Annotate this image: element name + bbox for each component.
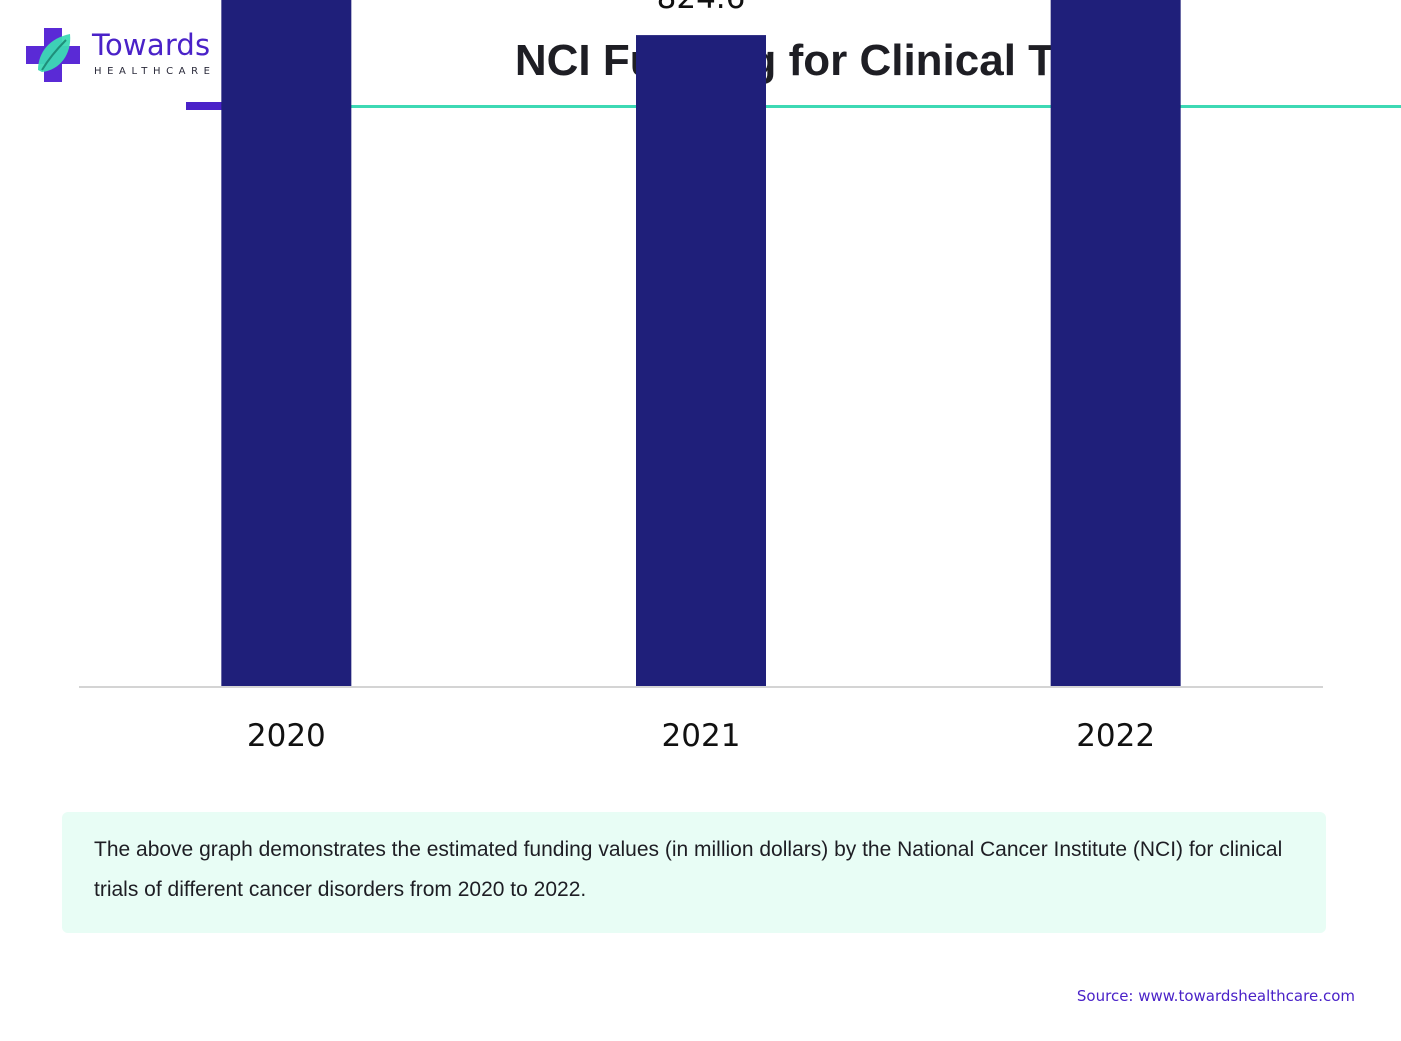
x-tick-label-2022: 2022 [1076,718,1155,754]
source-credit: Source: www.towardshealthcare.com [1076,987,1355,1005]
bars-group [221,0,1181,688]
value-label-2021: 824.6 [657,0,746,16]
brand-logo: Towards HEALTHCARE [24,26,244,86]
logo-wordmark: Towards [92,28,211,62]
x-tick-label-2021: 2021 [662,718,741,754]
description-text: The above graph demonstrates the estimat… [94,838,1283,901]
description-box: The above graph demonstrates the estimat… [62,812,1326,933]
labels-group: 8432020824.62021857.62022 [247,0,1155,754]
bar-chart: 8432020824.62021857.62022 [79,0,1323,754]
bar-2020 [221,0,352,687]
bar-2022 [1050,0,1181,687]
logo-tagline: HEALTHCARE [94,66,216,77]
bar-2021 [636,35,766,688]
x-tick-label-2020: 2020 [247,718,326,754]
page-title: NCI Funding for Clinical Trials [514,36,1144,85]
medical-cross-leaf-icon [26,28,80,82]
header-divider-line [264,105,1401,108]
